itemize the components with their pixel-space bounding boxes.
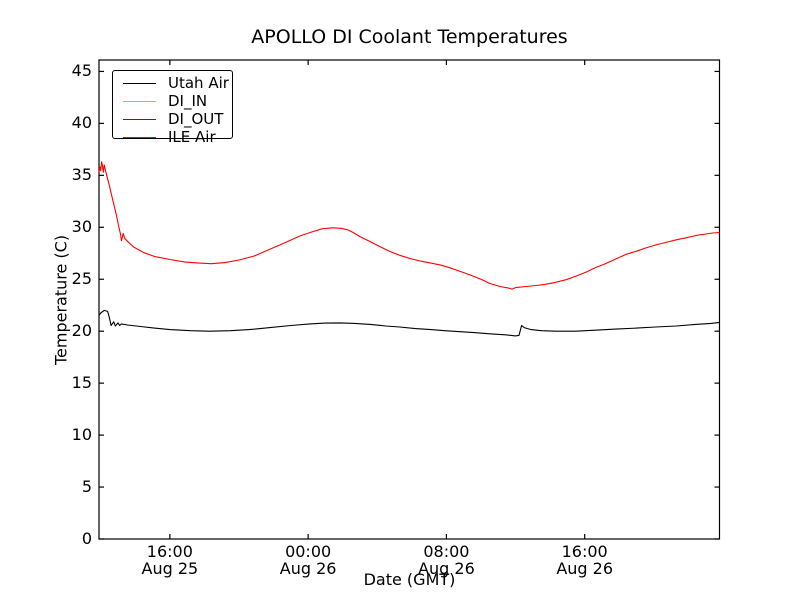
y-tick-label: 45: [71, 61, 92, 81]
legend-item: ILE Air: [123, 128, 228, 146]
y-tick-label: 0: [81, 529, 92, 548]
axes-frame: [98, 59, 721, 540]
x-tick-label: 08:00 Aug 26: [391, 543, 501, 577]
x-tick-time: 08:00: [423, 542, 470, 561]
x-tick-date: Aug 25: [141, 559, 199, 578]
legend-line-sample: [123, 82, 156, 84]
legend-item: Utah Air: [123, 74, 229, 92]
x-tick-time: 16:00: [146, 542, 193, 561]
series-line-utah-air: [98, 309, 720, 337]
y-tick-label: 25: [71, 269, 92, 289]
y-tick-label: 10: [71, 425, 92, 445]
chart-title: APOLLO DI Coolant Temperatures: [251, 26, 568, 48]
x-tick-date: Aug 26: [279, 559, 337, 578]
legend-line-sample: [123, 100, 156, 102]
legend-label: ILE Air: [168, 128, 216, 146]
series-line-ile-air: [98, 161, 720, 290]
y-tick-label: 30: [71, 217, 92, 237]
x-tick-time: 00:00: [285, 542, 332, 561]
x-tick-label: 16:00 Aug 26: [530, 543, 640, 577]
legend-label: Utah Air: [168, 74, 229, 92]
y-tick-label: 40: [71, 113, 92, 133]
x-tick-label: 16:00 Aug 25: [115, 543, 225, 577]
x-tick-label: 00:00 Aug 26: [253, 543, 363, 577]
legend-line-sample: [123, 136, 156, 138]
y-tick-label: 35: [71, 165, 92, 185]
x-tick-time: 16:00: [561, 542, 608, 561]
y-tick-label: 15: [71, 373, 92, 393]
legend-item: DI_IN: [123, 92, 228, 110]
legend-label: DI_OUT: [168, 110, 224, 128]
x-tick-date: Aug 26: [418, 559, 475, 578]
legend: Utah Air DI_IN DI_OUT ILE Air: [112, 70, 233, 146]
x-axis-label: Date (GMT): [363, 570, 456, 589]
legend-line-sample: [123, 118, 156, 120]
legend-item: DI_OUT: [123, 110, 228, 128]
x-tick-date: Aug 26: [556, 559, 614, 578]
y-tick-label: 5: [81, 477, 92, 497]
y-tick-label: 20: [71, 321, 92, 341]
legend-label: DI_IN: [168, 92, 208, 110]
